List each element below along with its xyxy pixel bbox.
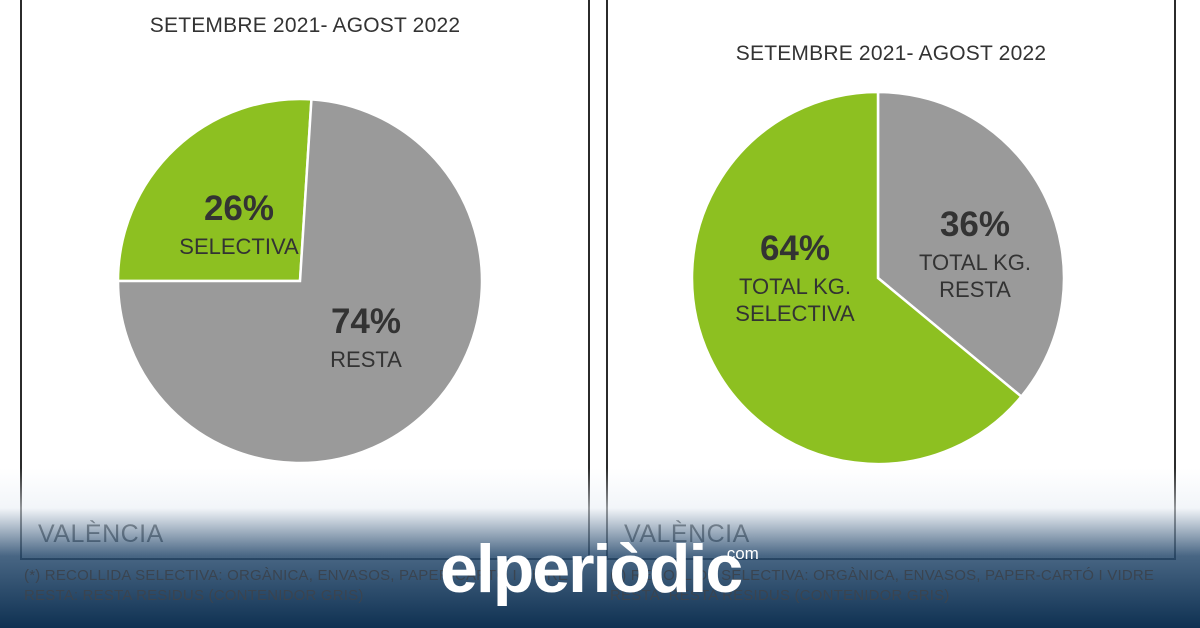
pie-slice-1-0-name-label-1: RESTA: [939, 277, 1011, 302]
brand-logo[interactable]: elperiòdic: [440, 531, 743, 607]
pie-slice-1-1-name-label-1: SELECTIVA: [735, 301, 855, 326]
pie-slice-0-1-name-label-0: RESTA: [330, 347, 402, 372]
footnote-resta-left: RESTA: RESTA RESIDUS (CONTENIDOR GRIS): [24, 587, 364, 604]
pie-slice-1-0-percent-label: 36%: [940, 205, 1010, 244]
pie-chart-left: 26% SELECTIVA 74% RESTA: [116, 97, 484, 465]
pie-slice-0-0-percent-label: 26%: [204, 189, 274, 228]
footnote-selectiva-right: (*) RECOLLIDA SELECTIVA: ORGÀNICA, ENVAS…: [610, 567, 1155, 584]
chart-title-left: SETEMBRE 2021- AGOST 2022: [149, 14, 461, 37]
footnotes-right: (*) RECOLLIDA SELECTIVA: ORGÀNICA, ENVAS…: [610, 566, 1154, 606]
footnotes-left: (*) RECOLLIDA SELECTIVA: ORGÀNICA, ENVAS…: [24, 566, 568, 606]
pie-slice-1-1-percent-label: 64%: [760, 229, 830, 268]
pie-slice-0-0-name-label-0: SELECTIVA: [179, 234, 299, 259]
city-label-left: VALÈNCIA: [38, 520, 164, 548]
brand-logo-suffix: .com: [722, 544, 759, 563]
pie-slice-1-1-name-label-0: TOTAL KG.: [739, 274, 851, 299]
pie-slice-1-1: [690, 90, 1024, 466]
chart-panel-left: SETEMBRE 2021- AGOST 2022 26% SELECTIVA 74…: [20, 0, 590, 560]
chart-title-right: SETEMBRE 2021- AGOST 2022: [735, 42, 1047, 65]
pie-slice-0-0: [116, 97, 313, 283]
chart-panel-right: SETEMBRE 2021- AGOST 2022 36% TOTAL KG. RE…: [606, 0, 1176, 560]
pie-slice-0-1-percent-label: 74%: [331, 302, 401, 341]
footnote-selectiva-left: (*) RECOLLIDA SELECTIVA: ORGÀNICA, ENVAS…: [24, 567, 569, 584]
pie-slice-1-0-name-label-0: TOTAL KG.: [919, 250, 1031, 275]
pie-slice-1-0: [876, 90, 1066, 399]
pie-slice-0-1: [116, 98, 484, 465]
footnote-resta-right: RESTA: RESTA RESIDUS (CONTENIDOR GRIS): [610, 587, 950, 604]
